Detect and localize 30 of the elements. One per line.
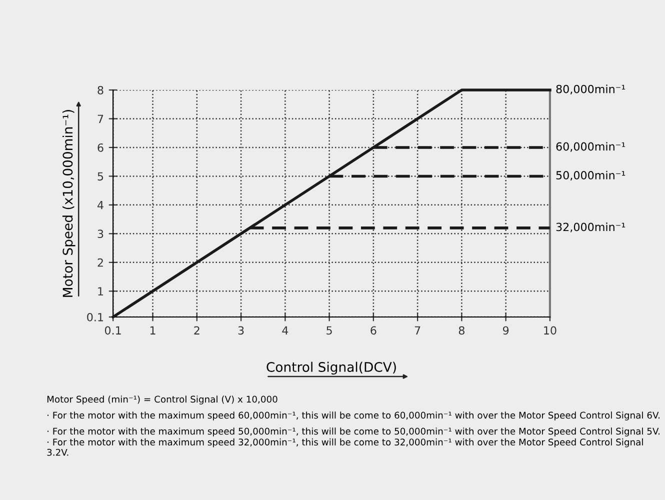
- series-label: 60,000min⁻¹: [556, 142, 626, 152]
- y-tick-label: 2: [98, 258, 103, 267]
- y-tick-label: 3: [98, 230, 104, 238]
- x-axis-title: Control Signal(DCV): [266, 362, 396, 375]
- x-tick-label: 2: [194, 326, 200, 334]
- series-label: 50,000min⁻¹: [556, 170, 626, 181]
- y-tick-label: 8: [98, 86, 104, 94]
- series-label: 80,000min⁻¹: [556, 84, 626, 94]
- x-tick-label: 10: [544, 326, 556, 335]
- text: Motor Speed (min⁻¹) = Control Signal (V) x 10,000: [47, 396, 278, 404]
- x-tick-label: 1: [150, 326, 156, 334]
- y-tick-label: 0.1: [87, 312, 103, 322]
- text: · For the motor with the maximum speed 32,000min⁻¹, this will be come to 32,000min⁻¹ with over the Motor Speed Control Signal 3.2V.: [47, 438, 643, 456]
- y-tick-label: 6: [98, 143, 104, 152]
- x-tick-label: 5: [326, 326, 332, 335]
- series-label: 32,000min⁻¹: [556, 222, 626, 232]
- y-tick-label: 4: [97, 201, 104, 210]
- y-tick-label: 7: [98, 114, 104, 123]
- x-tick-label: 3: [238, 326, 244, 335]
- text: · For the motor with the maximum speed 60,000min⁻¹, this will be come to 60,000min⁻¹ with over the Motor Speed Control Signal 6V.: [48, 412, 660, 420]
- x-tick-label: 6: [370, 326, 376, 335]
- y-tick-label: 5: [98, 172, 104, 181]
- y-axis-title: Motor Speed (x10,000min⁻¹): [62, 110, 76, 297]
- x-tick-label: 4: [282, 326, 288, 334]
- x-tick-label: 9: [502, 326, 509, 335]
- x-tick-label: 0.1: [104, 326, 121, 335]
- x-tick-label: 8: [458, 326, 464, 335]
- y-tick-label: 1: [98, 287, 103, 296]
- x-tick-label: 7: [414, 326, 420, 334]
- text: · For the motor with the maximum speed 50,000min⁻¹, this will be come to 50,000min⁻¹ with over the Motor Speed Control Signal 5V.: [48, 428, 660, 436]
